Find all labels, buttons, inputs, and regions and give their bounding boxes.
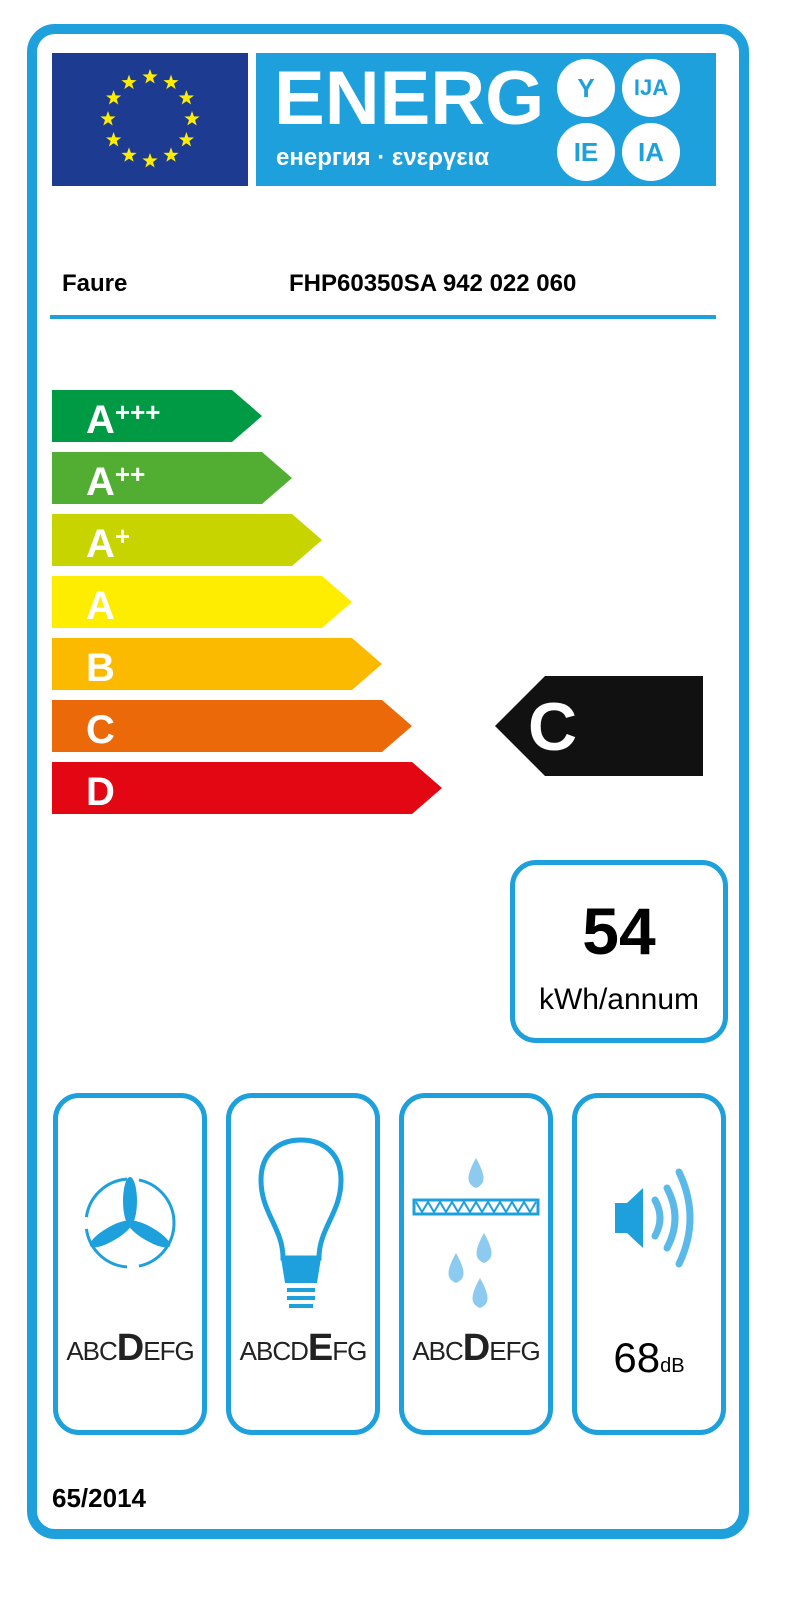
class-bar-5 [52,700,412,752]
eu-star-icon [184,111,200,126]
sound-icon [615,1168,694,1268]
light-bulb-icon [258,1137,344,1308]
eu-stars-icon [100,69,200,168]
class-label: D [86,770,115,814]
eu-star-icon [142,69,158,84]
class-bar-0 [52,390,262,442]
class-bar-2 [52,514,322,566]
eu-star-icon [121,74,137,90]
lighting-panel: ABCDEFG [226,1093,380,1435]
suffix-ie: IE [557,123,615,181]
energy-subtitle: енергия · ενεργεια [276,144,490,171]
suffix-ia: IA [622,123,680,181]
suffix-ija: IJA [622,59,680,117]
class-bar-1 [52,452,292,504]
class-label: C [86,708,115,752]
eu-star-icon [106,132,122,147]
consumption-value: 54 [582,894,656,968]
grease-filter-icon [412,1158,540,1308]
class-bar-4 [52,638,382,690]
rating-arrow [495,676,703,776]
noise-value: 68dB [613,1334,685,1381]
rating-class: C [528,689,577,765]
fan-icon [84,1177,176,1269]
eu-star-icon [121,147,137,162]
divider [50,315,716,319]
eu-star-icon [106,90,122,105]
model-number: FHP60350SA 942 022 060 [289,270,577,297]
grease-filter-panel: ABCDEFG [399,1093,553,1435]
regulation-number: 65/2014 [52,1483,146,1513]
class-plus: +++ [115,397,161,427]
eu-flag [52,53,248,186]
eu-star-icon [142,153,158,168]
eu-star-icon [178,90,194,105]
suffix-y: Y [557,59,615,117]
eu-star-icon [100,111,116,126]
eu-star-icon [178,132,194,147]
brand-name: Faure [62,270,128,297]
noise-panel: 68dB [572,1093,726,1435]
consumption-unit: kWh/annum [538,983,700,1016]
class-label: A [86,584,115,628]
eu-star-icon [163,74,179,90]
eu-star-icon [163,147,179,162]
class-label: B [86,646,115,690]
grease-filter-class: ABCDEFG [412,1327,540,1369]
fluid-dynamic-panel: ABCDEFG [53,1093,207,1435]
label-frame [27,24,749,1539]
energy-banner: ENERG енергия · ενεργεια Y IJA IE IA [256,53,716,186]
fluid-dynamic-class: ABCDEFG [66,1327,194,1369]
class-bar-3 [52,576,352,628]
class-plus: ++ [115,459,145,489]
energy-word: ENERG [274,61,545,137]
consumption-box: 54 kWh/annum [510,860,728,1043]
class-plus: + [115,521,130,551]
class-bar-6 [52,762,442,814]
lighting-class: ABCDEFG [239,1327,368,1369]
